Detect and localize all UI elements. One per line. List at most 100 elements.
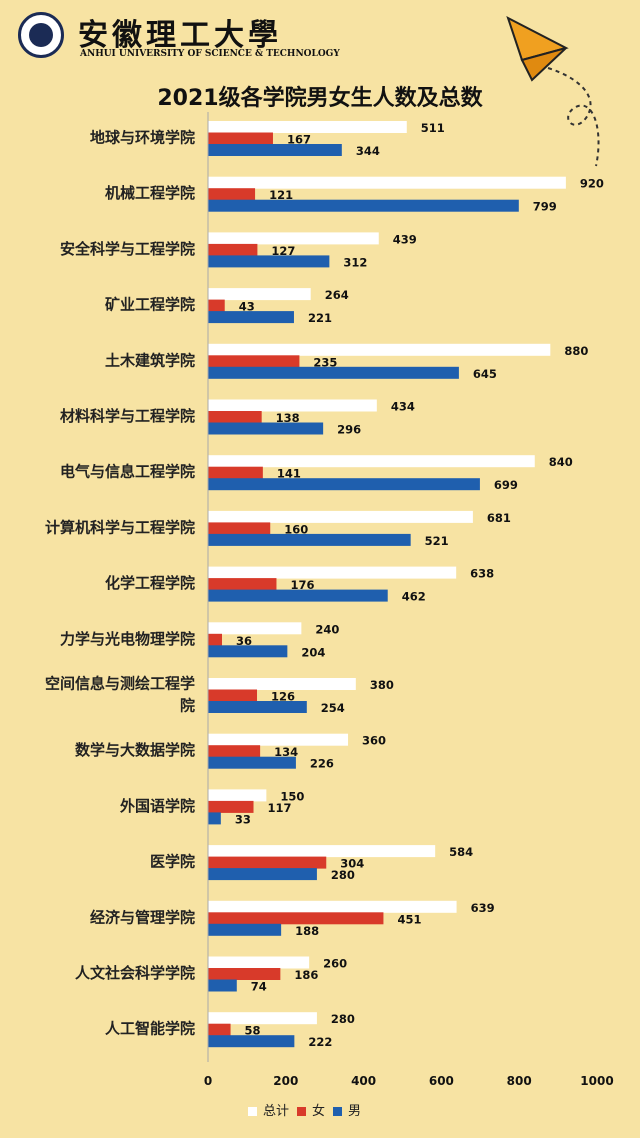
bar-male bbox=[208, 366, 459, 379]
bar-total bbox=[208, 789, 267, 802]
legend-label: 男 bbox=[348, 1104, 362, 1119]
bar-female bbox=[208, 745, 261, 758]
bar-total bbox=[208, 956, 310, 969]
bar-total bbox=[208, 900, 457, 913]
data-label-total: 439 bbox=[393, 232, 417, 246]
bar-chart: 地球与环境学院 511 167 344 机械工程学院 920 121 799 安全科学与工程学院… bbox=[45, 112, 614, 1088]
bar-female bbox=[208, 188, 256, 201]
bar-total bbox=[208, 232, 379, 245]
header: 安徽理工大學 ANHUI UNIVERSITY OF SCIENCE & TEC… bbox=[0, 0, 640, 167]
data-label-total: 880 bbox=[564, 344, 588, 358]
bar-male bbox=[208, 979, 237, 992]
data-label-female: 160 bbox=[284, 522, 308, 536]
category-label: 安全科学与工程学院 bbox=[60, 240, 195, 258]
data-label-total: 260 bbox=[323, 957, 347, 971]
x-tick-label: 1000 bbox=[580, 1074, 613, 1088]
bar-female bbox=[208, 243, 258, 256]
data-label-female: 176 bbox=[290, 578, 314, 592]
bar-female bbox=[208, 800, 254, 813]
legend-label: 女 bbox=[312, 1104, 326, 1119]
data-label-female: 117 bbox=[268, 801, 292, 815]
bar-male bbox=[208, 533, 411, 546]
bar-male bbox=[208, 311, 294, 324]
category-label: 空间信息与测绘工程学 bbox=[45, 675, 195, 693]
school-name-en: ANHUI UNIVERSITY OF SCIENCE & TECHNOLOGY bbox=[80, 49, 340, 59]
bar-male bbox=[208, 589, 388, 602]
category-label: 地球与环境学院 bbox=[90, 129, 195, 147]
data-label-male: 204 bbox=[301, 645, 325, 659]
data-label-male: 344 bbox=[356, 144, 380, 158]
data-label-total: 511 bbox=[421, 121, 445, 135]
data-label-male: 296 bbox=[337, 423, 361, 437]
data-label-female: 186 bbox=[294, 968, 318, 982]
legend-label: 总计 bbox=[263, 1104, 290, 1119]
bar-male bbox=[208, 756, 296, 769]
bar-male bbox=[208, 701, 307, 713]
data-label-female: 126 bbox=[271, 690, 295, 704]
bar-female bbox=[208, 411, 262, 423]
x-tick-label: 400 bbox=[351, 1074, 376, 1088]
data-label-total: 920 bbox=[580, 177, 604, 191]
school-name-cn: 安徽理工大學 bbox=[78, 18, 282, 53]
data-label-total: 840 bbox=[549, 455, 573, 469]
data-label-male: 280 bbox=[331, 868, 355, 882]
legend-swatch bbox=[248, 1107, 257, 1116]
paper-plane-icon bbox=[506, 15, 600, 167]
data-label-female: 134 bbox=[274, 745, 298, 759]
data-label-total: 360 bbox=[362, 734, 386, 748]
chart-legend: 总计 女 男 bbox=[248, 1100, 369, 1119]
category-label: 数学与大数据学院 bbox=[75, 741, 195, 759]
chart-title: 2021级各学院男女生人数及总数 bbox=[157, 86, 483, 111]
bar-male bbox=[208, 645, 288, 658]
bar-female bbox=[208, 466, 263, 479]
data-label-male: 33 bbox=[235, 812, 251, 826]
category-label: 人文社会科学学院 bbox=[75, 964, 195, 982]
data-label-total: 280 bbox=[331, 1012, 355, 1026]
category-label: 计算机科学与工程学院 bbox=[45, 518, 195, 536]
category-label: 医学院 bbox=[150, 853, 195, 871]
data-label-female: 43 bbox=[239, 300, 255, 314]
bar-female bbox=[208, 912, 384, 925]
bar-female bbox=[208, 299, 225, 312]
x-tick-label: 800 bbox=[507, 1074, 532, 1088]
data-label-male: 188 bbox=[295, 924, 319, 938]
bar-total bbox=[208, 510, 473, 523]
category-label: 院 bbox=[180, 697, 195, 715]
bar-male bbox=[208, 199, 519, 212]
data-label-female: 127 bbox=[271, 244, 295, 258]
legend-item-female: 女 bbox=[297, 1100, 325, 1119]
bar-total bbox=[208, 566, 457, 579]
bar-female bbox=[208, 132, 273, 145]
legend-item-total: 总计 bbox=[248, 1100, 289, 1119]
x-tick-label: 600 bbox=[429, 1074, 454, 1088]
category-label: 电气与信息工程学院 bbox=[60, 463, 195, 481]
bar-male bbox=[208, 1035, 295, 1048]
data-label-total: 434 bbox=[391, 400, 415, 414]
data-label-female: 36 bbox=[236, 634, 252, 648]
bar-male bbox=[208, 144, 342, 156]
bar-male bbox=[208, 812, 221, 825]
x-tick-label: 0 bbox=[204, 1074, 212, 1088]
data-label-total: 264 bbox=[325, 288, 349, 302]
data-label-female: 141 bbox=[277, 467, 301, 481]
bar-total bbox=[208, 733, 349, 746]
category-label: 人工智能学院 bbox=[105, 1020, 195, 1038]
legend-swatch bbox=[297, 1107, 307, 1116]
category-label: 经济与管理学院 bbox=[90, 908, 195, 926]
legend-item-male: 男 bbox=[333, 1100, 361, 1119]
bar-female bbox=[208, 578, 277, 591]
data-label-male: 521 bbox=[425, 534, 449, 548]
data-label-female: 451 bbox=[397, 912, 421, 926]
data-label-male: 222 bbox=[308, 1035, 332, 1049]
bar-female bbox=[208, 968, 281, 980]
data-label-male: 221 bbox=[308, 311, 332, 325]
data-label-total: 638 bbox=[470, 567, 494, 581]
bar-total bbox=[208, 288, 311, 301]
bar-male bbox=[208, 923, 282, 936]
x-tick-label: 200 bbox=[273, 1074, 298, 1088]
bar-female bbox=[208, 689, 258, 702]
data-label-male: 645 bbox=[473, 367, 497, 381]
data-label-male: 699 bbox=[494, 478, 518, 492]
category-label: 机械工程学院 bbox=[105, 184, 195, 202]
bar-male bbox=[208, 255, 330, 268]
